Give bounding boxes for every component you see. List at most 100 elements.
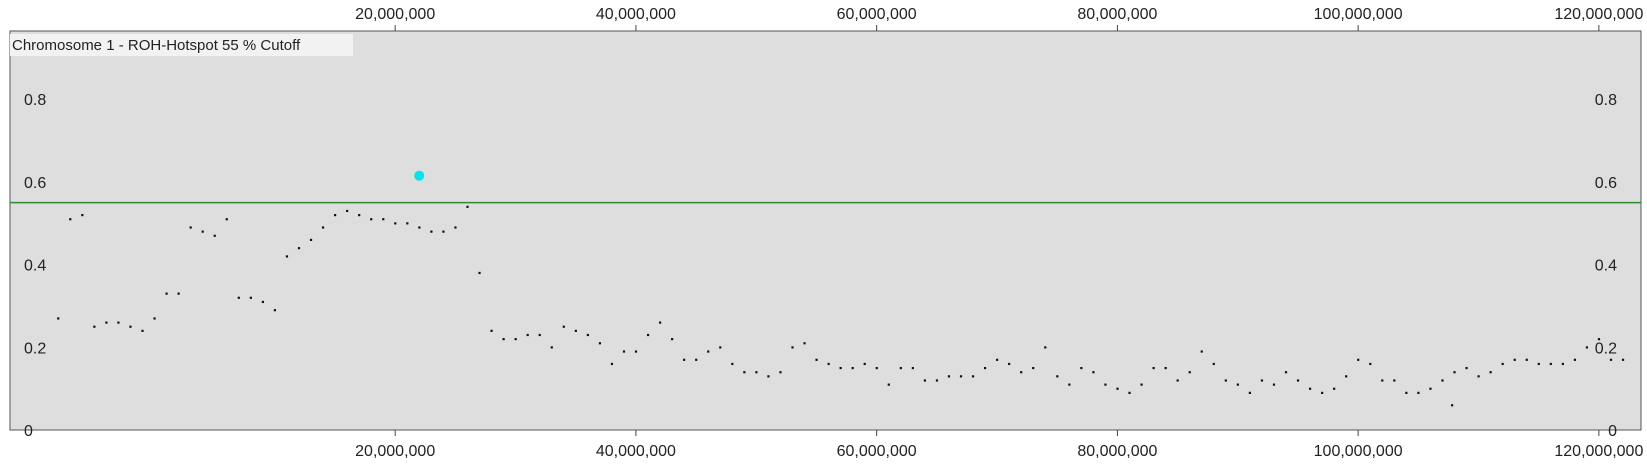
data-point: [1104, 383, 1107, 386]
x-tick-label-top: 40,000,000: [596, 6, 676, 23]
data-point: [947, 375, 951, 378]
data-point: [803, 342, 806, 345]
data-point: [671, 338, 674, 341]
data-point: [959, 375, 963, 378]
data-point: [1345, 375, 1348, 378]
right-y-axis: 0 0.2 0.4 0.6 0.8: [1595, 92, 1617, 440]
data-point: [1188, 371, 1191, 374]
data-point: [779, 371, 782, 374]
data-point: [454, 226, 457, 229]
data-point: [1441, 379, 1444, 382]
data-point: [201, 230, 204, 233]
y-tick-label-right: 0: [1608, 423, 1617, 440]
data-point: [526, 333, 529, 337]
data-point: [1357, 358, 1360, 361]
data-point: [827, 362, 830, 366]
data-point: [297, 247, 301, 250]
y-tick-label-right: 0.2: [1595, 340, 1617, 357]
data-point: [93, 325, 96, 328]
data-point: [261, 300, 264, 304]
data-point: [634, 350, 638, 353]
data-point: [1585, 346, 1589, 349]
data-point: [1272, 383, 1276, 386]
data-point: [731, 362, 734, 366]
data-point: [153, 317, 156, 320]
data-point: [1561, 362, 1564, 366]
data-point: [57, 317, 60, 320]
left-y-axis: 0 0.2 0.4 0.6 0.8: [24, 92, 46, 440]
y-tick-label-right: 0.6: [1595, 175, 1617, 192]
data-point: [971, 375, 975, 378]
data-point: [285, 255, 289, 258]
data-point: [273, 309, 277, 312]
data-point: [1128, 391, 1131, 394]
x-tick-label-top: 60,000,000: [837, 6, 917, 23]
data-point: [550, 346, 553, 349]
data-point: [1308, 387, 1312, 390]
data-point: [1451, 404, 1454, 407]
data-point: [1393, 379, 1396, 382]
data-point: [141, 329, 144, 332]
data-point: [466, 205, 469, 208]
data-point: [767, 375, 770, 378]
data-point: [1032, 366, 1035, 370]
data-point: [1020, 371, 1023, 374]
data-point: [321, 226, 325, 229]
data-point: [490, 329, 493, 332]
data-point: [1092, 371, 1095, 374]
data-point: [1152, 366, 1155, 370]
y-tick-label-left: 0.8: [24, 92, 46, 109]
x-tick-label-top: 20,000,000: [355, 6, 435, 23]
data-point: [237, 296, 240, 299]
data-point: [695, 358, 698, 361]
data-point: [851, 366, 854, 370]
data-point: [791, 346, 794, 349]
data-point: [1212, 362, 1215, 366]
data-point: [1260, 379, 1264, 382]
data-point: [418, 226, 421, 229]
data-point: [514, 338, 517, 341]
data-point: [1284, 371, 1288, 374]
data-point: [598, 342, 602, 345]
data-point: [129, 325, 132, 328]
data-point: [707, 350, 710, 353]
data-point: [1296, 379, 1300, 382]
data-point: [430, 230, 433, 233]
data-point: [743, 371, 746, 374]
data-point: [358, 213, 361, 217]
data-point: [1513, 358, 1516, 361]
data-point: [1140, 383, 1143, 386]
data-point: [1429, 387, 1432, 390]
data-point: [1333, 387, 1336, 390]
data-point: [249, 296, 252, 299]
data-point: [1224, 379, 1227, 382]
data-point: [1176, 379, 1179, 382]
data-point: [586, 333, 589, 337]
data-point: [996, 358, 999, 361]
x-tick-label-bottom: 60,000,000: [837, 443, 917, 460]
data-point: [719, 346, 722, 349]
data-point: [1200, 350, 1203, 353]
y-tick-label-right: 0.8: [1595, 92, 1617, 109]
data-point: [683, 358, 686, 361]
data-point: [105, 321, 108, 324]
chart-title: Chromosome 1 - ROH-Hotspot 55 % Cutoff: [12, 37, 301, 54]
data-point: [983, 366, 987, 370]
data-point: [1116, 387, 1119, 390]
data-point: [1321, 391, 1324, 394]
data-point: [658, 321, 662, 324]
x-tick-label-bottom: 40,000,000: [596, 443, 676, 460]
data-point: [69, 218, 72, 221]
data-point: [1609, 358, 1613, 361]
data-point: [1236, 383, 1239, 386]
data-point: [1453, 371, 1456, 374]
data-point: [502, 338, 505, 341]
data-point: [610, 362, 614, 366]
data-point: [1621, 358, 1625, 361]
data-point: [755, 371, 758, 374]
data-point: [1044, 346, 1047, 349]
plot-background: [9, 30, 1642, 431]
x-tick-label-top: 120,000,000: [1554, 6, 1643, 23]
data-point: [333, 213, 337, 217]
